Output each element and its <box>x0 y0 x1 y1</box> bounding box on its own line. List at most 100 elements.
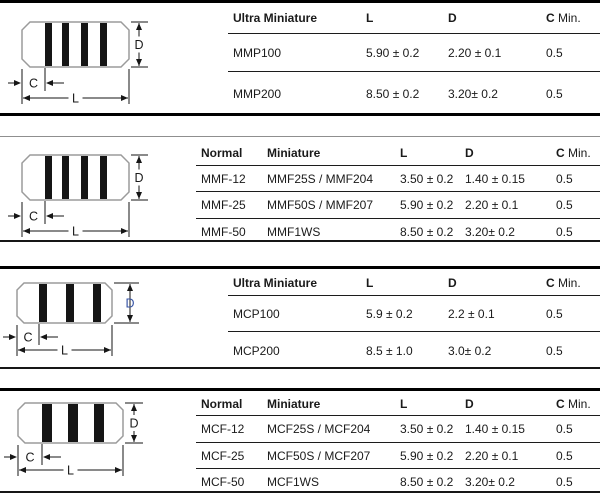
table-cell: MMF-25 <box>201 198 246 212</box>
d-dimension-label: D <box>125 297 134 311</box>
arrowhead-left-icon <box>18 347 25 353</box>
table-cell: 0.5 <box>556 224 573 239</box>
table-cell: 8.50 ± 0.2 <box>400 475 454 489</box>
column-header: L <box>366 276 374 290</box>
table-cell: 3.0± 0.2 <box>448 344 492 358</box>
resistor-diagram-mmf: D C L <box>8 154 148 239</box>
table-header-row: Ultra Miniature L D C Min. <box>228 3 600 34</box>
spec-table-mcf: Normal Miniature L D C Min. MCF-12 MCF25S / MC… <box>196 393 600 495</box>
color-band <box>93 284 101 322</box>
arrowhead-down-icon <box>127 315 133 322</box>
table-cell: 2.20 ± 0.1 <box>448 45 502 60</box>
table-cell: 1.40 ± 0.15 <box>465 422 525 436</box>
label-mask <box>128 415 140 431</box>
table-cell: 0.5 <box>556 171 573 186</box>
c-dimension-label: C <box>23 331 32 345</box>
table-row: MMP200 8.50 ± 0.2 3.20± 0.2 0.5 <box>228 72 600 115</box>
d-dimension-label: D <box>129 417 138 431</box>
table-cell: MMF-50 <box>201 224 246 239</box>
label-mask <box>68 90 83 106</box>
l-dimension-label: L <box>72 225 79 239</box>
column-header: Normal <box>201 146 243 160</box>
table-cell: MCF25S / MCF204 <box>267 422 371 436</box>
table-cell: 5.90 ± 0.2 <box>366 45 420 60</box>
table-cell: 0.5 <box>546 344 563 358</box>
table-cell: 0.5 <box>556 422 573 436</box>
table-cell: 3.20± 0.2 <box>465 475 515 489</box>
table-cell: 2.20 ± 0.1 <box>465 198 519 212</box>
d-dimension-label: D <box>134 38 143 52</box>
resistor-diagram-mcp: D C L <box>3 282 139 358</box>
arrowhead-right-icon <box>14 213 21 219</box>
table-row: MCF-25 MCF50S / MCF207 5.90 ± 0.2 2.20 ± 0.… <box>196 443 600 469</box>
column-header: D <box>448 276 457 290</box>
table-cell: 0.5 <box>556 475 573 489</box>
color-band <box>94 404 104 442</box>
table-cell: MMP200 <box>233 86 282 101</box>
color-band <box>100 23 107 66</box>
arrowhead-down-icon <box>136 59 142 66</box>
column-header: Normal <box>201 397 243 411</box>
color-band <box>45 156 52 199</box>
table-row: MMF-25 MMF50S / MMF207 5.90 ± 0.2 2.20 ± 0.… <box>196 192 600 219</box>
table-cell: 5.90 ± 0.2 <box>400 198 454 212</box>
table-row: MCF-12 MCF25S / MCF204 3.50 ± 0.2 1.40 ± 0.… <box>196 416 600 443</box>
arrowhead-right-icon <box>104 347 111 353</box>
table-cell: MMP100 <box>233 45 282 60</box>
separator-rule <box>0 266 600 269</box>
resistor-body <box>21 154 130 201</box>
arrowhead-left-icon <box>23 228 30 234</box>
column-header: D <box>465 146 474 160</box>
separator-rule <box>0 113 600 116</box>
arrowhead-left-icon <box>43 454 50 460</box>
table-cell: 3.50 ± 0.2 <box>400 422 454 436</box>
arrowhead-up-icon <box>136 23 142 30</box>
table-header-row: Normal Miniature L D C Min. <box>196 393 600 416</box>
column-header: L <box>400 146 408 160</box>
table-cell: 0.5 <box>546 45 563 60</box>
arrowhead-up-icon <box>127 284 133 291</box>
column-header: C Min. <box>556 397 591 411</box>
color-band <box>62 23 69 66</box>
table-cell: 0.5 <box>556 448 573 463</box>
table-cell: 1.40 ± 0.15 <box>465 171 525 186</box>
column-header: C Min. <box>556 146 591 160</box>
arrowhead-right-icon <box>121 95 128 101</box>
arrowhead-right-icon <box>9 334 16 340</box>
color-band <box>81 23 88 66</box>
table-row: MMF-12 MMF25S / MMF204 3.50 ± 0.2 1.40 ± 0.… <box>196 166 600 192</box>
l-dimension-label: L <box>67 464 74 478</box>
table-cell: 0.5 <box>556 198 573 212</box>
table-cell: 3.50 ± 0.2 <box>400 171 454 186</box>
c-dimension-label: C <box>25 451 34 465</box>
spec-table-mmp: Ultra Miniature L D C Min. MMP100 5.90 ± 0.2 2… <box>228 3 600 115</box>
column-header: L <box>366 11 374 25</box>
arrowhead-right-icon <box>121 228 128 234</box>
arrowhead-left-icon <box>40 334 47 340</box>
separator-rule <box>0 240 600 242</box>
table-cell: MMF25S / MMF204 <box>267 171 374 186</box>
arrowhead-up-icon <box>136 156 142 163</box>
column-header: Miniature <box>267 146 321 160</box>
label-mask <box>63 462 78 478</box>
table-cell: 2.20 ± 0.1 <box>465 448 519 463</box>
arrowhead-left-icon <box>46 213 53 219</box>
color-band <box>100 156 107 199</box>
column-header: C Min. <box>546 276 581 290</box>
color-band <box>68 404 78 442</box>
separator-rule <box>0 0 600 3</box>
color-band <box>66 284 74 322</box>
arrowhead-left-icon <box>23 95 30 101</box>
arrowhead-up-icon <box>131 404 137 411</box>
table-row: MMF-50 MMF1WS 8.50 ± 0.2 3.20± 0.2 0.5 <box>196 219 600 244</box>
arrowhead-left-icon <box>19 467 26 473</box>
c-dimension-label: C <box>29 77 38 91</box>
table-cell: 2.2 ± 0.1 <box>448 306 495 321</box>
resistor-body <box>21 21 130 68</box>
separator-rule <box>0 136 600 137</box>
spec-table-mcp: Ultra Miniature L D C Min. MCP100 5.9 ± 0.2 2.… <box>228 271 600 370</box>
separator-rule <box>0 367 600 369</box>
table-cell: MMF-12 <box>201 171 246 186</box>
separator-rule <box>0 491 600 493</box>
column-header: D <box>448 11 457 25</box>
